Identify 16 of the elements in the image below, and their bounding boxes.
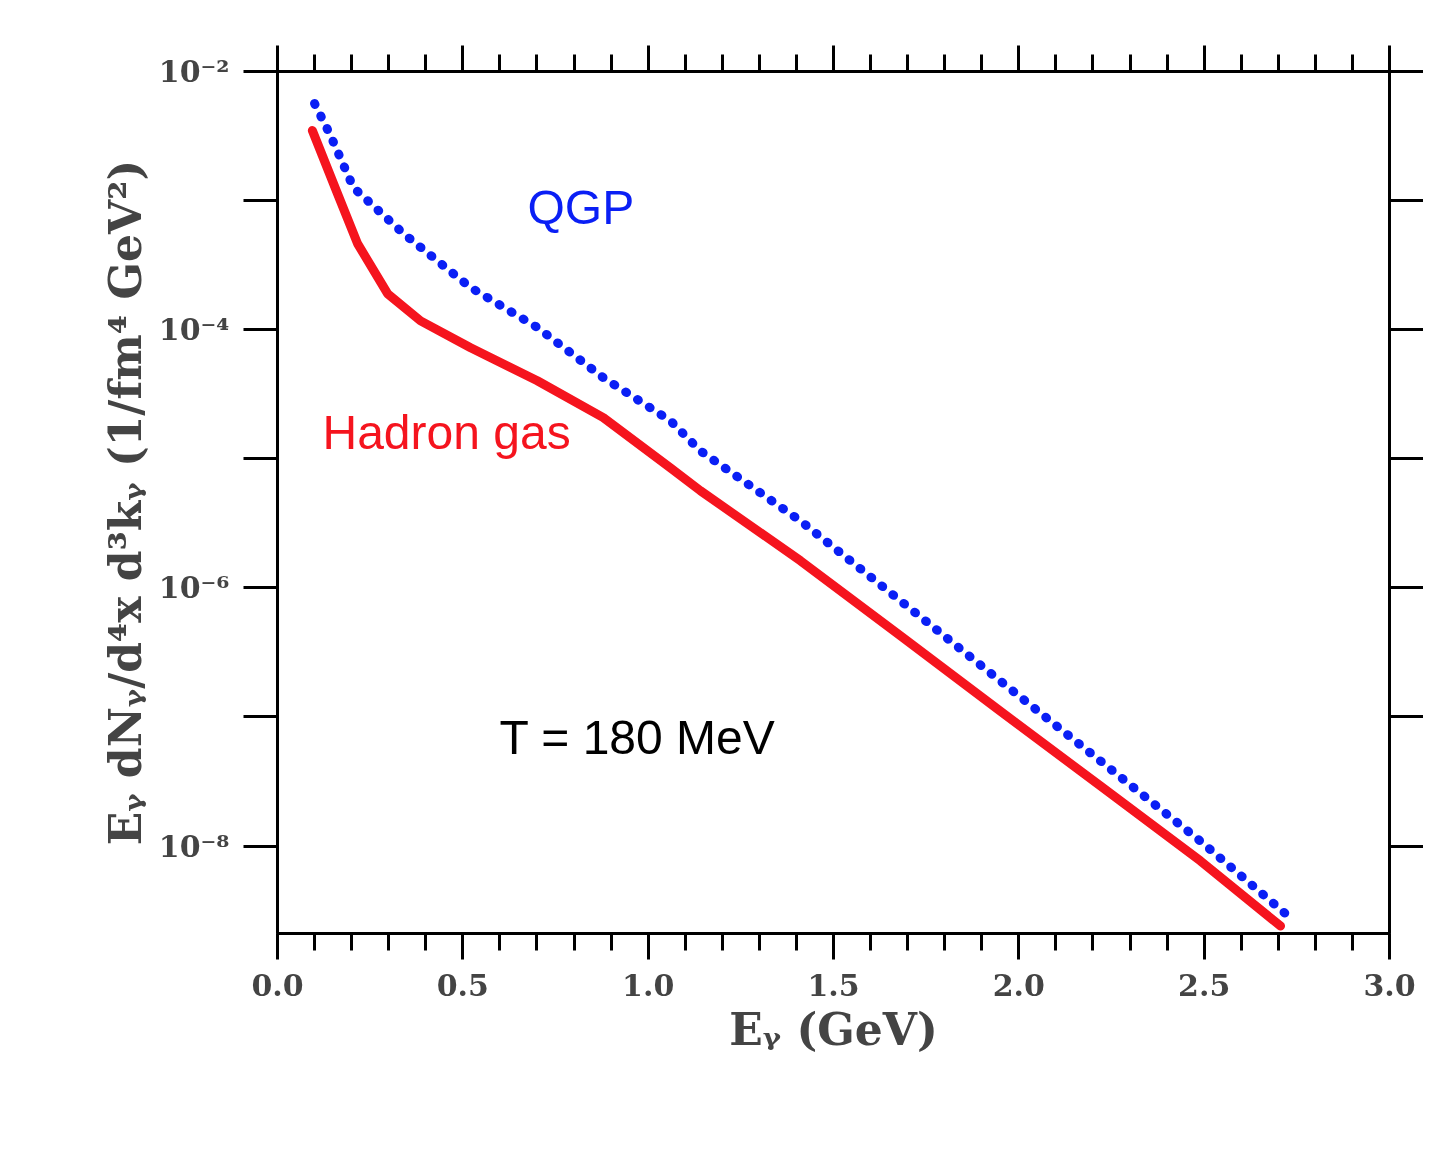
y-tick-label: 10⁻⁸ (158, 828, 230, 864)
x-tick-label: 2.0 (992, 967, 1045, 1003)
y-tick-label: 10⁻⁶ (158, 570, 230, 606)
y-axis-title: Eᵧ dNᵧ/d⁴x d³kᵧ (1/fm⁴ GeV²) (99, 159, 151, 846)
series-label: Hadron gas (322, 405, 571, 459)
x-tick-label: 3.0 (1363, 967, 1416, 1003)
x-tick-label: 2.5 (1178, 967, 1231, 1003)
x-axis-title: Eᵧ (GeV) (729, 1003, 938, 1055)
x-tick-label: 0.5 (436, 967, 489, 1003)
y-tick-label: 10⁻² (158, 54, 230, 89)
x-tick-label: 1.0 (622, 967, 675, 1003)
x-tick-label: 0.0 (251, 967, 304, 1003)
x-tick-label: 1.5 (807, 967, 860, 1003)
y-tick-label: 10⁻⁴ (158, 312, 230, 348)
series-label: QGP (527, 180, 635, 234)
annotation: T = 180 MeV (499, 710, 775, 764)
